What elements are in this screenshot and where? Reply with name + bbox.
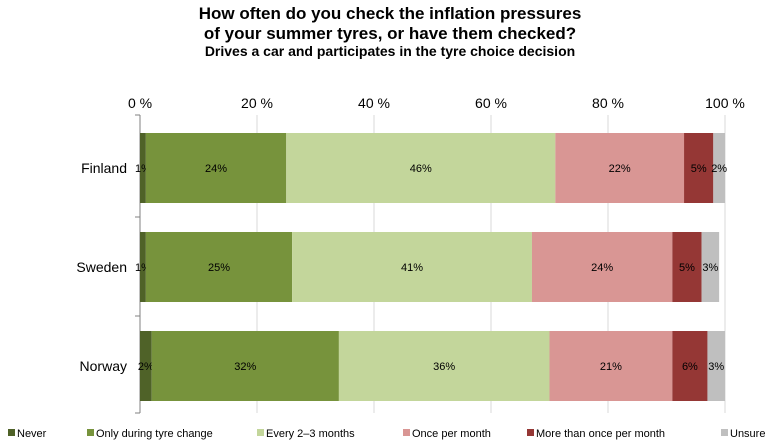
category-labels: Finland Sweden Norway	[76, 160, 127, 374]
category-label: Finland	[81, 160, 127, 176]
bar-segment	[292, 232, 532, 302]
legend-label: Once per month	[412, 428, 491, 440]
legend-swatch	[8, 429, 15, 436]
bar-segment	[707, 331, 725, 401]
data-label: 2%	[711, 163, 727, 175]
legend-label: Every 2–3 months	[266, 428, 355, 440]
chart-title-line2: of your summer tyres, or have them check…	[203, 24, 577, 43]
legend-label: Only during tyre change	[96, 428, 213, 440]
x-tick-label: 80 %	[592, 95, 624, 111]
bar-segment	[140, 232, 146, 302]
bar-segment	[145, 232, 293, 302]
legend-label: Unsure	[730, 428, 765, 440]
bar-segment	[151, 331, 339, 401]
data-label: 24%	[205, 163, 227, 175]
data-label: 3%	[708, 361, 724, 373]
legend-swatch	[403, 429, 410, 436]
bar-segment	[140, 331, 152, 401]
data-label: 5%	[679, 262, 695, 274]
bar-segment	[701, 232, 720, 302]
x-tick-label: 60 %	[475, 95, 507, 111]
x-tick-label: 20 %	[241, 95, 273, 111]
data-label: 36%	[433, 361, 455, 373]
x-tick-label: 0 %	[128, 95, 152, 111]
legend: Never Only during tyre change Every 2–3 mo…	[8, 428, 765, 440]
data-label: 2%	[138, 361, 154, 373]
legend-label: Never	[17, 428, 47, 440]
data-label: 21%	[600, 361, 622, 373]
legend-swatch	[87, 429, 94, 436]
x-tick-label: 100 %	[705, 95, 745, 111]
x-axis-ticks: 0 % 20 % 40 % 60 % 80 % 100 %	[128, 95, 745, 111]
data-label: 24%	[591, 262, 613, 274]
legend-label: More than once per month	[536, 428, 665, 440]
bar-segment	[338, 331, 550, 401]
legend-swatch	[527, 429, 534, 436]
data-label: 32%	[234, 361, 256, 373]
bar-segment	[684, 133, 714, 203]
chart-subtitle: Drives a car and participates in the tyr…	[204, 43, 576, 59]
data-label: 41%	[401, 262, 423, 274]
category-label: Sweden	[76, 259, 127, 275]
chart-title-line1: How often do you check the inflation pre…	[198, 4, 582, 23]
x-tick-label: 40 %	[358, 95, 390, 111]
bar-segment	[531, 232, 673, 302]
data-label: 22%	[609, 163, 631, 175]
bar-segment	[140, 133, 146, 203]
bar-segment	[145, 133, 287, 203]
data-label: 5%	[691, 163, 707, 175]
category-label: Norway	[80, 358, 127, 374]
data-label: 46%	[410, 163, 432, 175]
data-label: 3%	[702, 262, 718, 274]
bar-segment	[672, 232, 702, 302]
legend-swatch	[257, 429, 264, 436]
bar-segment	[549, 331, 673, 401]
data-label: 25%	[208, 262, 230, 274]
bar-segment	[555, 133, 685, 203]
bars: 1% 24% 46% 22% 5% 2%1% 25% 41% 24% 5% 3%2% 32% 36% 21…	[135, 133, 727, 401]
data-label: 6%	[682, 361, 698, 373]
legend-swatch	[721, 429, 728, 436]
bar-segment	[672, 331, 708, 401]
bar-segment	[713, 133, 725, 203]
bar-segment	[286, 133, 556, 203]
